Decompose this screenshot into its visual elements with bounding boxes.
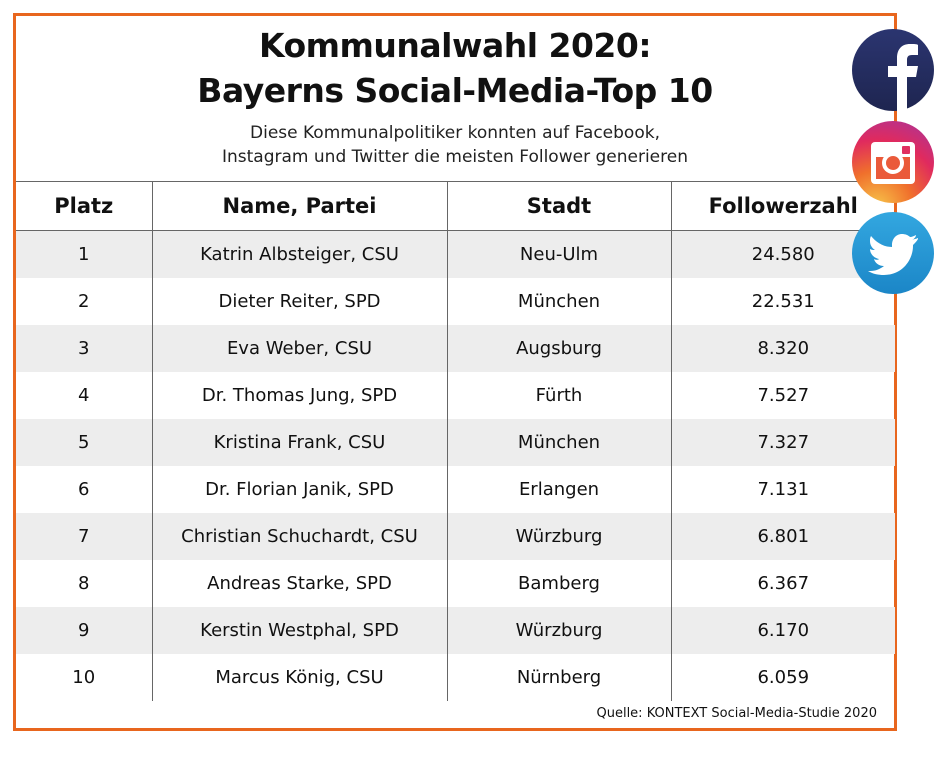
cell-platz: 6 [78,479,90,500]
cell-followerzahl: 6.801 [670,513,895,560]
table-row: 9 Kerstin Westphal, SPD Würzburg 6.170 [16,607,895,654]
cell-name: Eva Weber, CSU [151,325,447,372]
table-row: 7 Christian Schuchardt, CSU Würzburg 6.801 [16,513,895,560]
cell-name: Marcus König, CSU [151,654,447,701]
source-note: Quelle: KONTEXT Social-Media-Studie 2020 [596,706,877,721]
subtitle-line-1: Diese Kommunalpolitiker konnten auf Face… [250,123,660,143]
cell-platz: 3 [16,325,152,372]
table-row: 3 Eva Weber, CSU Augsburg 8.320 [16,325,895,372]
cell-platz: 5 [16,419,152,466]
cell-name: Andreas Starke, SPD [151,560,447,607]
facebook-icon [852,29,934,111]
cell-name: Christian Schuchardt, CSU [151,513,447,560]
table-row: 1 Katrin Albsteiger, CSU Neu-Ulm 24.580 [16,230,895,278]
orange-frame [13,13,897,731]
cell-followerzahl: 6.367 [670,560,895,607]
cell-stadt: Bamberg [446,560,671,607]
title-line-2: Bayerns Social-Media-Top 10 [197,71,713,110]
cell-name: Dr. Florian Janik, SPD [151,466,447,513]
column-header-stadt: Stadt [446,181,671,231]
twitter-icon [852,212,934,294]
column-header-name: Name, Partei [151,181,447,231]
table-row: 8 Andreas Starke, SPD Bamberg 6.367 [16,560,895,607]
title-line-1: Kommunalwahl 2020: [258,26,652,65]
cell-stadt: Augsburg [446,325,671,372]
cell-name: Kristina Frank, CSU [151,419,447,466]
cell-name: Katrin Albsteiger, CSU [151,230,447,278]
subtitle-line-2: Instagram und Twitter die meisten Follow… [222,147,688,167]
cell-name: Kerstin Westphal, SPD [151,607,447,654]
cell-platz: 10 [72,667,96,688]
column-header-followerzahl: Followerzahl [670,181,895,231]
cell-followerzahl: 8.320 [670,325,895,372]
cell-platz: 9 [16,607,152,654]
cell-stadt: Erlangen [446,466,671,513]
table-row: 2 Dieter Reiter, SPD München 22.531 [16,278,895,325]
cell-followerzahl: 6.059 [670,654,895,701]
cell-followerzahl: 7.527 [670,372,895,419]
header-row: Platz Name, Partei Stadt Followerzahl [16,181,895,231]
table-row: 5 Kristina Frank, CSU München 7.327 [16,419,895,466]
cell-followerzahl: 22.531 [670,278,895,325]
cell-stadt: München [446,278,671,325]
table-row: 10 Marcus König, CSU Nürnberg 6.059 [16,654,895,701]
table-row: 6 Dr. Florian Janik, SPD Erlangen 7.131 [16,466,895,513]
cell-followerzahl: 7.131 [670,466,895,513]
cell-platz: 7 [16,513,152,560]
cell-stadt: Würzburg [446,607,671,654]
cell-platz: 1 [16,230,152,278]
cell-platz: 8 [78,573,90,594]
cell-stadt: Neu-Ulm [446,230,671,278]
cell-stadt: Nürnberg [446,654,671,701]
cell-platz: 4 [78,385,90,406]
instagram-icon [852,121,934,203]
cell-platz: 2 [78,291,90,312]
cell-followerzahl: 7.327 [670,419,895,466]
cell-name: Dieter Reiter, SPD [151,278,447,325]
cell-stadt: Würzburg [446,513,671,560]
cell-stadt: München [446,419,671,466]
cell-stadt: Fürth [446,372,671,419]
table-row: 4 Dr. Thomas Jung, SPD Fürth 7.527 [16,372,895,419]
column-header-platz: Platz [16,181,152,231]
cell-followerzahl: 6.170 [670,607,895,654]
cell-name: Dr. Thomas Jung, SPD [151,372,447,419]
